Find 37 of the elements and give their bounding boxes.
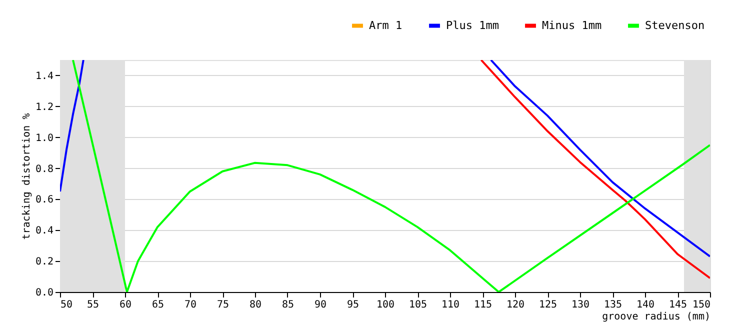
y-tick-label: 0.8 xyxy=(35,164,54,175)
x-tick-label: 110 xyxy=(441,300,460,310)
x-tick-label: 65 xyxy=(152,300,164,310)
x-tick-label: 95 xyxy=(346,300,360,310)
y-tick-label: 0.2 xyxy=(35,256,54,268)
x-tick-label: 55 xyxy=(86,300,100,310)
x-tick-label: 125 xyxy=(538,300,558,310)
x-tick-label: 130 xyxy=(571,300,590,310)
x-tick-label: 80 xyxy=(249,300,262,310)
legend-label: Minus 1mm xyxy=(542,18,602,32)
line-series xyxy=(480,60,710,280)
x-tick-label: 90 xyxy=(314,300,327,310)
legend-label: Stevenson xyxy=(645,18,705,32)
x-tick-label: 120 xyxy=(506,300,525,310)
x-tick-label: 145 xyxy=(668,300,688,310)
line-series xyxy=(72,60,710,292)
y-tick-label: 1.2 xyxy=(35,102,54,113)
y-axis-title: tracking distortion % xyxy=(21,113,32,240)
x-tick-label: 100 xyxy=(376,300,395,310)
x-tick-label: 135 xyxy=(604,300,622,310)
x-tick-label: 70 xyxy=(184,300,197,310)
x-tick-label: 50 xyxy=(60,300,73,310)
x-tick-label: 105 xyxy=(408,300,428,310)
legend-label: Plus 1mm xyxy=(446,18,500,32)
y-tick-label: 1.4 xyxy=(35,70,54,82)
x-tick-label: 60 xyxy=(119,300,132,310)
y-tick-label: 1.0 xyxy=(35,132,54,144)
y-tick-label: 0.0 xyxy=(35,288,54,298)
x-tick-label: 75 xyxy=(216,300,230,310)
y-tick-label: 0.6 xyxy=(35,194,54,206)
x-axis-title: groove radius (mm) xyxy=(602,312,710,322)
x-tick-label: 85 xyxy=(282,300,294,310)
y-tick-label: 0.4 xyxy=(35,226,54,237)
legend-label: Arm 1 xyxy=(369,18,402,32)
x-tick-label: 115 xyxy=(474,300,492,310)
x-tick-label: 140 xyxy=(636,300,655,310)
x-tick-label: 150 xyxy=(692,300,710,310)
